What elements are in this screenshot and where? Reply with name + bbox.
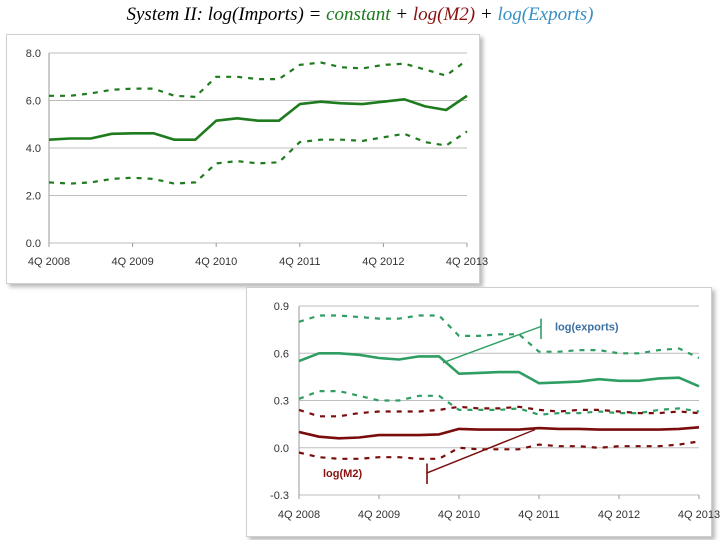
x-tick-label: 4Q 2009: [358, 509, 400, 521]
y-tick-label: 0.3: [274, 396, 289, 408]
x-tick-label: 4Q 2008: [278, 509, 320, 521]
imports-forecast-chart: 0.0 2.0 4.0 6.0 8.0 4Q 2008 4Q 2009 4Q 2010 4Q 2…: [26, 48, 488, 268]
coefficients-chart: -0.3 0.0 0.3 0.6 0.9 4Q 2008 4Q 2009 4Q 2010 4Q …: [270, 301, 720, 521]
y-tick-label: -0.3: [270, 490, 289, 502]
confidence-band-line: [49, 59, 468, 99]
annotation-label: log(M2): [323, 468, 362, 480]
confidence-band-line: [298, 440, 700, 460]
title-plus-2: +: [475, 4, 498, 25]
x-tick-label: 4Q 2012: [598, 509, 640, 521]
title-constant: constant: [326, 4, 391, 25]
confidence-band-line: [298, 314, 700, 359]
y-tick-label: 0.0: [274, 443, 289, 455]
estimate-line: [48, 94, 468, 141]
slide-title: System II: log(Imports) = constant + log…: [0, 4, 720, 26]
confidence-band-line: [48, 130, 468, 185]
estimate-line: [298, 352, 700, 388]
annotation-label: log(exports): [555, 321, 619, 333]
x-tick-label: 4Q 2011: [518, 509, 559, 521]
y-tick-label: 4.0: [26, 143, 41, 155]
x-tick-label: 4Q 2013: [446, 256, 488, 268]
x-tick-label: 4Q 2010: [195, 256, 237, 268]
estimate-line: [298, 426, 700, 440]
y-tick-label: 2.0: [26, 191, 41, 203]
title-m2: log(M2): [412, 4, 476, 25]
title-exports: log(Exports): [497, 4, 594, 25]
annotation-leader-line: [426, 428, 536, 474]
y-tick-label: 0.6: [274, 348, 289, 360]
confidence-band-line: [298, 389, 700, 416]
confidence-band-line: [298, 405, 700, 418]
y-tick-label: 6.0: [26, 96, 41, 108]
y-tick-label: 0.9: [274, 301, 289, 313]
annotation-leader-line: [442, 325, 542, 364]
y-tick-label: 0.0: [26, 238, 41, 250]
x-tick-label: 4Q 2009: [111, 256, 153, 268]
imports-forecast-chart-panel: 0.0 2.0 4.0 6.0 8.0 4Q 2008 4Q 2009 4Q 2010 4Q 2…: [6, 34, 488, 284]
title-prefix: System II: log(Imports) =: [126, 4, 327, 25]
x-tick-label: 4Q 2010: [438, 509, 480, 521]
x-tick-label: 4Q 2013: [678, 509, 720, 521]
coefficients-chart-panel: -0.3 0.0 0.3 0.6 0.9 4Q 2008 4Q 2009 4Q 2010 4Q …: [246, 287, 720, 537]
x-tick-label: 4Q 2011: [279, 256, 320, 268]
y-tick-label: 8.0: [26, 48, 41, 60]
title-plus-1: +: [390, 4, 413, 25]
x-tick-label: 4Q 2012: [362, 256, 404, 268]
x-tick-label: 4Q 2008: [28, 256, 70, 268]
